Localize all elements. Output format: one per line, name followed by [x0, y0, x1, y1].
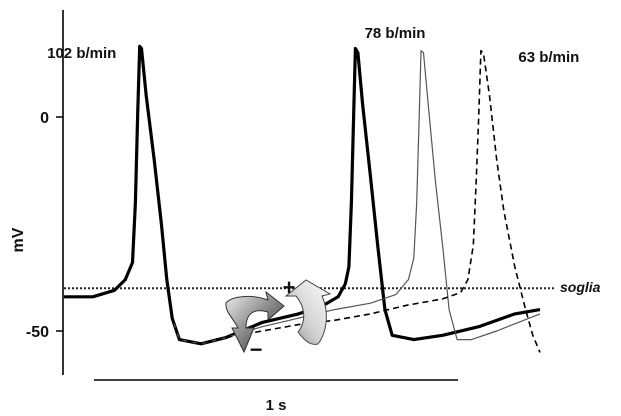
- y-axis-label: mV: [10, 227, 27, 252]
- series-label-2: 78 b/min: [365, 25, 426, 42]
- arrow-minus-sign: −: [250, 337, 263, 362]
- series-label-3: 63 b/min: [518, 49, 579, 66]
- arrow-plus-sign: +: [283, 275, 296, 300]
- threshold-label: soglia: [560, 279, 601, 295]
- y-tick-label: 0: [40, 110, 49, 127]
- y-tick-label: -50: [26, 324, 49, 341]
- time-scale-label: 1 s: [266, 397, 287, 414]
- series-line-3: [171, 49, 541, 353]
- series-label-1: 102 b/min: [47, 45, 116, 62]
- series-group: 102 b/min 78 b/min 63 b/min: [47, 25, 579, 353]
- series-line-2: [171, 50, 541, 345]
- series-line-1: [64, 44, 541, 346]
- y-ticks: 0 -50: [26, 110, 63, 341]
- arrow-minus-icon: −: [225, 290, 285, 362]
- arrow-plus-icon: +: [283, 275, 332, 345]
